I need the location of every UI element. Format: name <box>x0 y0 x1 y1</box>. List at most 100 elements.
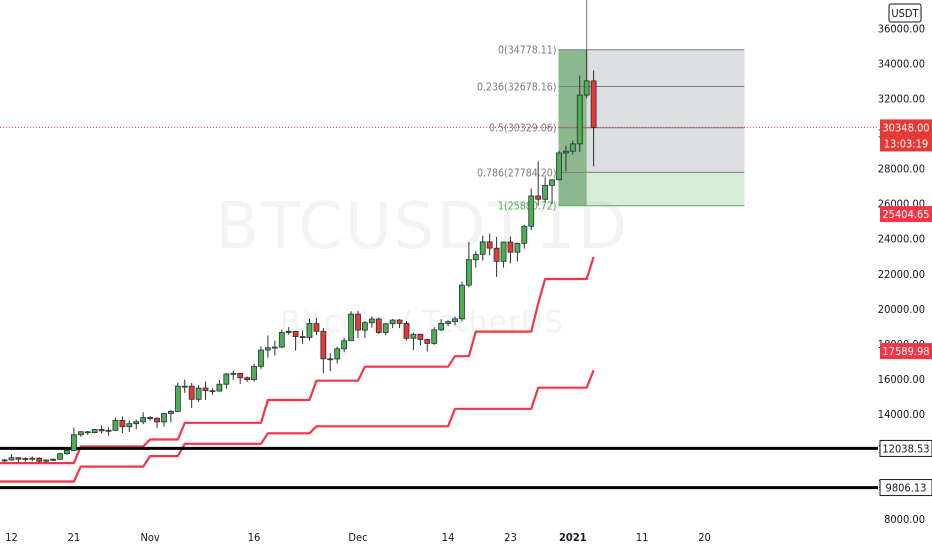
candle-body <box>563 150 569 154</box>
candle-body <box>209 390 216 393</box>
horizontal-lines[interactable] <box>0 446 878 490</box>
candle-body <box>285 331 292 333</box>
candle-body <box>154 417 160 423</box>
price-tag: 9806.13 <box>879 479 932 497</box>
candle-body <box>341 340 348 350</box>
candle-body <box>119 419 126 428</box>
candle-body <box>271 346 278 349</box>
candle <box>29 456 36 462</box>
candle <box>154 417 160 429</box>
candle <box>43 459 50 463</box>
candle <box>514 242 521 262</box>
candle <box>202 381 209 400</box>
candle-body <box>479 241 486 255</box>
candle-body <box>362 322 368 331</box>
candle-body <box>465 259 472 286</box>
price-tick-label: 32000.00 <box>878 92 925 105</box>
fib-zone-upper <box>586 49 745 173</box>
fib-level-label: 0(34778.11) <box>498 45 556 57</box>
candle <box>556 150 562 181</box>
candle <box>368 316 375 328</box>
candle <box>36 457 43 463</box>
candle-body <box>57 453 63 460</box>
candle-body <box>410 333 417 339</box>
fib-level-label: 1(25880.72) <box>498 201 556 213</box>
last-price-value: 30348.00 <box>882 121 929 134</box>
candle <box>1 458 8 462</box>
candle-body <box>147 417 154 419</box>
candle <box>299 330 306 344</box>
candle-body <box>556 152 562 181</box>
candle-body <box>355 313 361 331</box>
candle-body <box>216 383 223 392</box>
candle <box>500 241 507 268</box>
candle <box>223 373 230 389</box>
candle-body <box>375 318 382 333</box>
supertrend-upper-line <box>0 256 595 465</box>
candle-body <box>535 195 542 200</box>
candle <box>265 335 271 358</box>
last-price-tag-bg <box>880 119 932 152</box>
price-tick-label: 20000.00 <box>878 303 925 316</box>
watermark-symbol: BTCUSDT <box>215 190 529 264</box>
time-tick-label: 23 <box>504 531 517 544</box>
candle <box>375 317 382 334</box>
candle <box>459 281 465 322</box>
candle-body <box>91 429 98 434</box>
candle-body <box>70 434 77 451</box>
candle <box>590 70 597 167</box>
indicator-price-tag-bg <box>880 206 932 223</box>
candle-body <box>265 347 271 351</box>
candle <box>209 388 216 395</box>
candle <box>569 140 576 155</box>
candle <box>535 161 542 206</box>
fib-level-label: 0.236(32678.16) <box>477 82 556 94</box>
candle <box>15 457 22 462</box>
price-tick-label: 28000.00 <box>878 163 925 176</box>
time-tick-label: 16 <box>248 531 261 544</box>
candle <box>341 337 348 353</box>
candle-body <box>576 94 583 145</box>
candle-body <box>396 319 403 324</box>
candle <box>438 319 445 332</box>
candle-body <box>161 413 167 423</box>
candle-body <box>382 323 389 333</box>
candle-body <box>126 423 133 428</box>
candle-body <box>36 457 43 462</box>
candle-body <box>528 195 535 227</box>
candle-body <box>438 322 445 331</box>
candle <box>334 346 341 364</box>
candle <box>583 49 590 99</box>
candle-body <box>313 323 320 332</box>
candle-body <box>590 80 597 128</box>
candle-body <box>167 411 174 414</box>
candle <box>188 382 195 409</box>
currency-box[interactable] <box>888 3 922 23</box>
candle-body <box>452 318 458 323</box>
candle-body <box>403 322 410 339</box>
fibonacci-retracement[interactable]: 0(34778.11) 0.236(32678.16) 0.5(30329.06) 0… <box>477 0 745 213</box>
line-price-tag-bg <box>879 439 932 457</box>
candle <box>167 409 174 423</box>
candle-body <box>98 429 105 432</box>
candle-body <box>84 431 91 434</box>
candle <box>403 321 410 341</box>
candle-body <box>188 385 195 400</box>
candle-body <box>292 331 299 337</box>
candle-body <box>278 332 285 348</box>
candle <box>112 417 119 431</box>
candle-body <box>417 333 424 340</box>
candle <box>417 333 424 346</box>
candle-body <box>22 458 29 460</box>
candle <box>424 338 431 352</box>
time-tick-label: 11 <box>636 531 649 544</box>
candle-body <box>43 459 50 462</box>
candle <box>320 327 327 374</box>
candle <box>230 370 237 380</box>
candle <box>382 323 389 336</box>
time-axis[interactable]: 12 21 Nov 16 Dec 14 23 2021 11 20 <box>5 531 711 544</box>
candle-body <box>583 80 590 96</box>
line-price-value: 9806.13 <box>886 482 927 495</box>
candle <box>174 382 181 413</box>
